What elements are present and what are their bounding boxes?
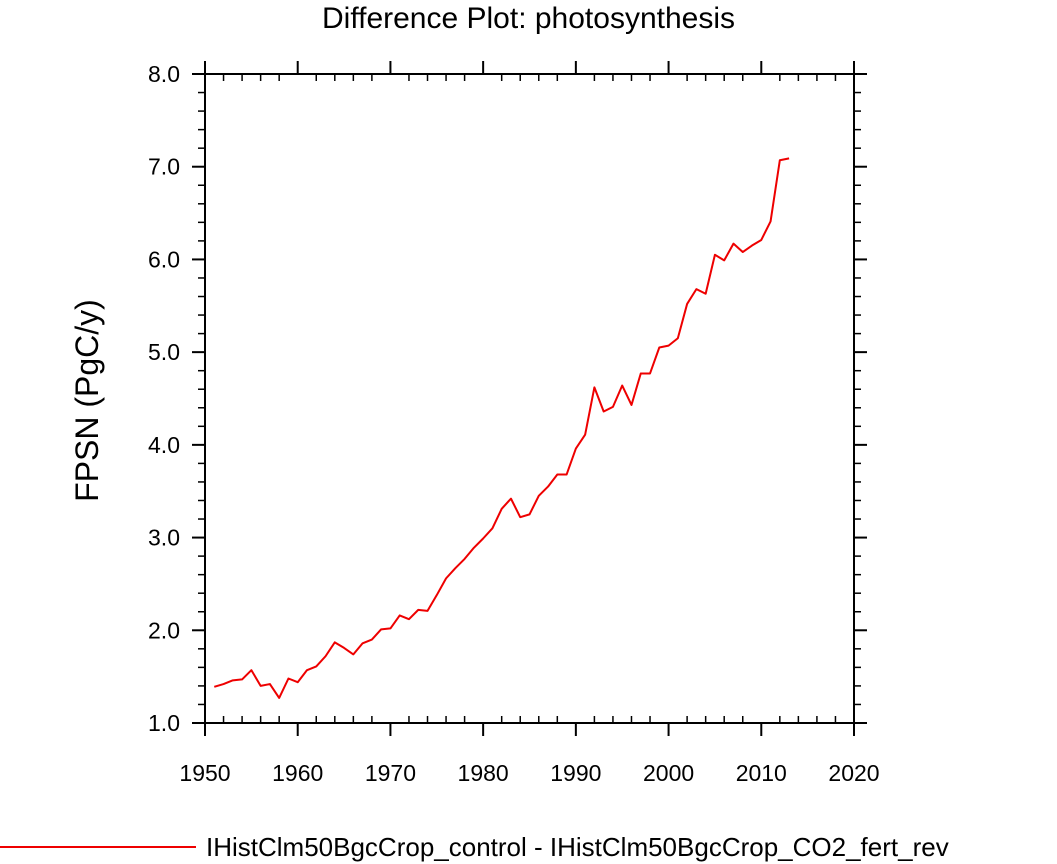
plot-frame: [204, 73, 855, 724]
x-axis-tick-labels: 1950 1960 1970 1980 1990 2000 2010 2020: [179, 760, 879, 786]
x-tick-label: 1960: [272, 760, 323, 786]
x-tick-label: 2000: [643, 760, 694, 786]
y-tick-label: 6.0: [148, 246, 180, 272]
y-tick-label: 4.0: [148, 432, 180, 458]
x-tick-label: 2020: [828, 760, 879, 786]
minor-tick-marks: [198, 74, 861, 723]
series-line: [213, 157, 790, 699]
y-tick-label: 8.0: [148, 61, 180, 87]
y-axis-title: FPSN (PgC/y): [69, 299, 105, 502]
y-axis-tick-labels: 1.0 2.0 3.0 4.0 5.0 6.0 7.0 8.0: [148, 61, 180, 736]
x-tick-label: 1970: [365, 760, 416, 786]
y-tick-label: 2.0: [148, 617, 180, 643]
x-tick-label: 2010: [736, 760, 787, 786]
x-tick-label: 1980: [458, 760, 509, 786]
y-tick-label: 7.0: [148, 154, 180, 180]
y-tick-label: 3.0: [148, 525, 180, 551]
y-tick-label: 1.0: [148, 710, 180, 736]
legend-label: IHistClm50BgcCrop_control - IHistClm50Bg…: [206, 832, 949, 862]
major-tick-marks: [192, 61, 867, 736]
chart-title: Difference Plot: photosynthesis: [322, 2, 735, 35]
x-tick-label: 1950: [179, 760, 230, 786]
y-tick-label: 5.0: [148, 339, 180, 365]
series-lines: [213, 157, 790, 699]
x-tick-label: 1990: [550, 760, 601, 786]
